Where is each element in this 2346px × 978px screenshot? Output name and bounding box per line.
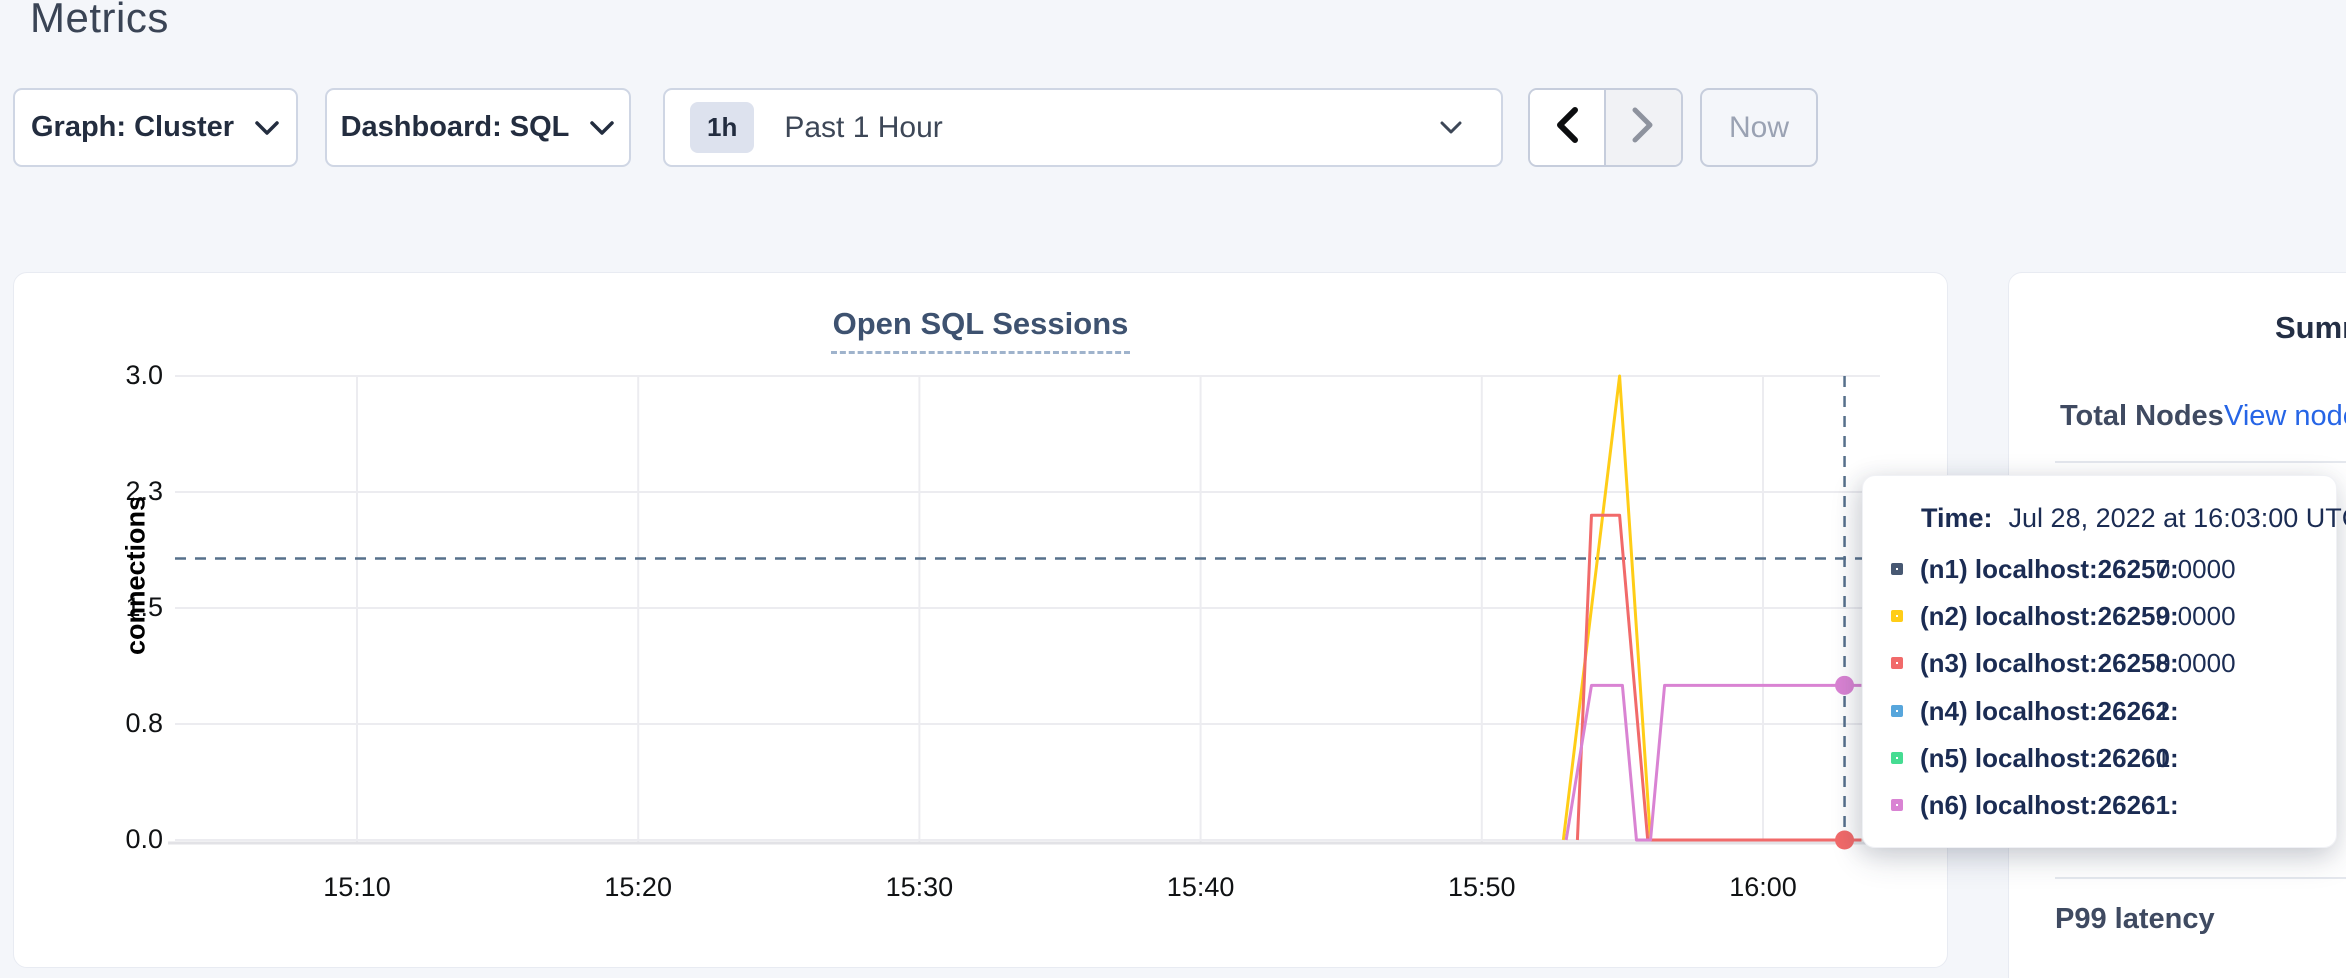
tooltip-row-n2: (n2) localhost:26259: 0.0000 <box>1891 600 2236 631</box>
tooltip-row-n3: (n3) localhost:26258: 0.0000 <box>1891 647 2236 678</box>
previous-interval-button[interactable] <box>1530 90 1606 165</box>
x-tick-label: 15:40 <box>1166 872 1235 902</box>
y-tick-label: 0.8 <box>125 708 163 738</box>
y-tick-label: 2.3 <box>125 476 163 506</box>
chevron-down-icon <box>589 119 615 137</box>
x-tick-label: 16:00 <box>1729 872 1797 902</box>
series-swatch-n4 <box>1891 705 1903 717</box>
x-tick-label: 15:30 <box>885 872 954 902</box>
tooltip-series-label: (n2) localhost:26259: <box>1920 600 2179 631</box>
tooltip-series-value: 1 <box>2156 695 2171 726</box>
chart-title[interactable]: Open SQL Sessions <box>830 306 1131 354</box>
sidebar-divider <box>2055 461 2346 463</box>
dashboard-label: Dashboard: SQL <box>340 111 570 143</box>
tooltip-row-n5: (n5) localhost:26260: 1 <box>1891 743 2179 773</box>
hover-dot <box>1835 830 1855 850</box>
tooltip-time-value: Jul 28, 2022 at 16:03:00 UTC <box>2008 503 2346 533</box>
summary-title: Summary <box>2275 310 2346 345</box>
tooltip-row-n1: (n1) localhost:26257: 0.0000 <box>1891 553 2236 584</box>
y-tick-label: 3.0 <box>125 360 163 390</box>
graph-scope-label: Graph: Cluster <box>30 111 235 143</box>
page-title: Metrics <box>30 0 169 41</box>
series-swatch-n2 <box>1891 610 1903 622</box>
tooltip-series-label: (n3) localhost:26258: <box>1920 647 2179 678</box>
series-swatch-n3 <box>1891 657 1903 669</box>
next-interval-button[interactable] <box>1605 90 1681 165</box>
tooltip-series-value: 0.0000 <box>2156 647 2236 678</box>
tooltip-series-value: 0.0000 <box>2156 600 2236 631</box>
hover-dot <box>1835 675 1855 695</box>
p99-latency-label: P99 latency <box>2055 903 2215 935</box>
chevron-left-icon <box>1554 106 1580 149</box>
tooltip-time-row: Time: Jul 28, 2022 at 16:03:00 UTC <box>1921 503 2346 534</box>
series-line <box>1564 683 1862 842</box>
tooltip-series-label: (n4) localhost:26262: <box>1920 695 2179 726</box>
chevron-right-icon <box>1630 106 1656 149</box>
tooltip-series-value: 1 <box>2156 789 2171 820</box>
chart-hover-tooltip: Time: Jul 28, 2022 at 16:03:00 UTC (n1) l… <box>1862 475 2346 848</box>
tooltip-row-n4: (n4) localhost:26262: 1 <box>1891 696 2179 726</box>
sidebar-divider <box>2055 877 2346 879</box>
view-nodes-link[interactable]: View nodes <box>2224 400 2346 432</box>
tooltip-series-label: (n6) localhost:26261: <box>1920 789 2179 820</box>
chevron-down-icon <box>254 119 280 137</box>
chart-title-wrap: Open SQL Sessions <box>13 306 1948 354</box>
time-shift-control <box>1528 88 1683 167</box>
x-tick-label: 15:10 <box>323 872 391 902</box>
series-swatch-n6 <box>1891 799 1903 811</box>
series-line <box>1575 513 1862 842</box>
total-nodes-label: Total Nodes <box>2060 400 2224 432</box>
series-swatch-n5 <box>1891 752 1903 764</box>
chevron-down-icon <box>1439 120 1463 136</box>
now-button[interactable]: Now <box>1700 88 1818 167</box>
y-axis-title: connections <box>120 495 151 656</box>
tooltip-row-n6: (n6) localhost:26261: 1 <box>1891 790 2179 820</box>
graph-scope-dropdown[interactable]: Graph: Cluster <box>13 88 298 167</box>
time-range-badge: 1h <box>690 102 755 153</box>
dashboard-dropdown[interactable]: Dashboard: SQL <box>325 88 631 167</box>
time-range-label: Past 1 Hour <box>784 110 943 144</box>
series-swatch-n1 <box>1891 563 1903 575</box>
x-tick-label: 15:50 <box>1448 872 1516 902</box>
tooltip-series-value: 1 <box>2156 742 2171 773</box>
time-range-selector[interactable]: 1h Past 1 Hour <box>663 88 1503 167</box>
open-sql-sessions-chart[interactable] <box>13 272 1948 968</box>
chart-card <box>13 272 1948 968</box>
tooltip-series-label: (n1) localhost:26257: <box>1920 553 2179 584</box>
x-tick-label: 15:20 <box>604 872 672 902</box>
tooltip-series-label: (n5) localhost:26260: <box>1920 742 2179 773</box>
tooltip-time-label: Time: <box>1921 503 1993 533</box>
y-tick-label: 0.0 <box>125 824 163 854</box>
y-tick-label: 1.5 <box>125 592 163 622</box>
tooltip-series-value: 0.0000 <box>2156 553 2236 584</box>
